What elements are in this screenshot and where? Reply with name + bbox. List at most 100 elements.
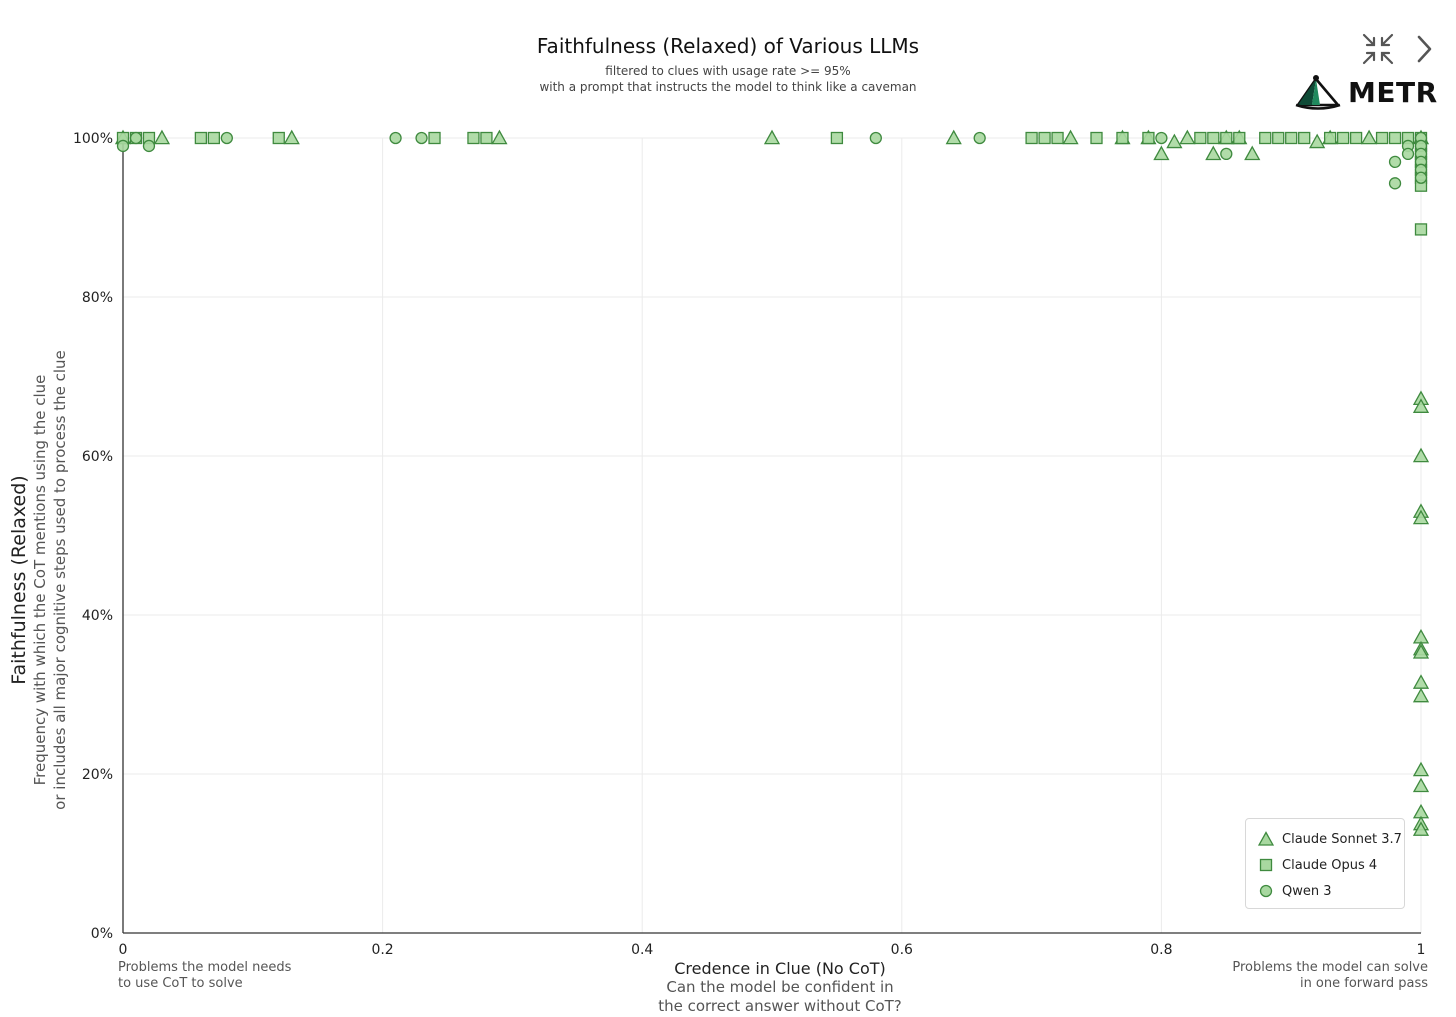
square-point xyxy=(428,131,441,145)
triangle-point xyxy=(1412,815,1430,831)
square-point xyxy=(1414,171,1428,184)
square-marker-icon xyxy=(1259,858,1273,872)
legend-item-opus[interactable]: Claude Opus 4 xyxy=(1258,855,1377,875)
legend-item-qwen[interactable]: Qwen 3 xyxy=(1258,881,1332,901)
circle-point xyxy=(1388,155,1402,169)
circle-point xyxy=(1414,163,1428,176)
square-point xyxy=(1414,223,1428,236)
circle-point xyxy=(220,131,233,145)
circle-point xyxy=(1414,155,1428,169)
y-axis-title: Faithfulness (Relaxed) xyxy=(8,475,30,685)
x-axis-label: Credence in Clue (No CoT) Can the model … xyxy=(560,959,1000,1016)
circle-point xyxy=(1401,139,1415,153)
data-points xyxy=(114,129,1430,836)
triangle-point xyxy=(1412,687,1430,703)
triangle-point xyxy=(153,129,171,145)
x-right-note: Problems the model can solve in one forw… xyxy=(1176,960,1428,992)
square-point xyxy=(1414,155,1428,169)
collapse-icon[interactable] xyxy=(1361,32,1395,66)
x-tick-label: 1 xyxy=(1417,942,1426,958)
triangle-point xyxy=(283,129,300,145)
square-point xyxy=(116,131,130,145)
square-point xyxy=(1298,131,1311,145)
triangle-point xyxy=(1179,129,1196,145)
square-point xyxy=(1025,131,1038,145)
triangle-point xyxy=(1412,640,1430,656)
legend-item-sonnet[interactable]: Claude Sonnet 3.7 xyxy=(1258,829,1402,849)
square-point xyxy=(830,131,844,145)
x-axis-title: Credence in Clue (No CoT) xyxy=(674,959,886,978)
triangle-point xyxy=(1205,145,1222,161)
triangle-point xyxy=(1244,145,1261,161)
circle-point xyxy=(1414,139,1428,153)
circle-point xyxy=(1414,131,1428,145)
triangle-point xyxy=(945,129,962,145)
circle-point xyxy=(1155,131,1168,145)
square-point xyxy=(207,131,221,145)
x-left-note: Problems the model needs to use CoT to s… xyxy=(118,960,291,992)
square-point xyxy=(1207,131,1220,145)
y-tick-label: 40% xyxy=(82,608,113,624)
square-point xyxy=(1349,131,1363,145)
square-point xyxy=(1414,179,1428,192)
circle-point xyxy=(142,139,156,153)
x-axis-subtitle-line2: the correct answer without CoT? xyxy=(658,997,902,1015)
triangle-point xyxy=(763,129,781,145)
triangle-point xyxy=(1062,129,1079,145)
square-point xyxy=(1414,147,1428,161)
metr-logo: METR xyxy=(1294,72,1437,112)
square-point xyxy=(1375,131,1389,145)
triangle-point xyxy=(1231,129,1248,145)
square-point xyxy=(1142,131,1155,145)
square-point xyxy=(1259,131,1272,145)
square-point xyxy=(1414,139,1428,153)
circle-point xyxy=(1388,177,1402,190)
square-point xyxy=(142,131,156,145)
chart-subtitle-line1: filtered to clues with usage rate >= 95% xyxy=(605,64,851,78)
square-point xyxy=(1285,131,1298,145)
triangle-point xyxy=(1412,398,1430,413)
chart-subtitle-line2: with a prompt that instructs the model t… xyxy=(539,80,917,94)
x-tick-label: 0.8 xyxy=(1150,942,1172,958)
x-right-note-line2: in one forward pass xyxy=(1299,976,1428,991)
y-tick-label: 100% xyxy=(73,131,113,147)
triangle-point xyxy=(1412,821,1430,836)
y-tick-label: 60% xyxy=(82,449,113,465)
x-tick-label: 0.6 xyxy=(891,942,913,958)
triangle-point xyxy=(1309,133,1326,149)
legend: Claude Sonnet 3.7 Claude Opus 4 Qwen 3 xyxy=(1245,818,1405,909)
metr-logo-mark-icon xyxy=(1295,75,1341,110)
x-tick-label: 0.4 xyxy=(631,942,653,958)
circle-point xyxy=(415,131,428,145)
circle-point xyxy=(1414,171,1428,184)
circle-point xyxy=(129,131,143,145)
x-right-note-line1: Problems the model can solve xyxy=(1232,960,1428,975)
square-point xyxy=(1414,163,1428,176)
triangle-point xyxy=(1412,777,1430,793)
triangle-point xyxy=(1114,129,1131,145)
circle-marker-icon xyxy=(1259,884,1273,898)
circle-point xyxy=(116,139,130,153)
triangle-point xyxy=(1412,761,1430,777)
circle-point xyxy=(1414,147,1428,161)
square-point xyxy=(272,131,285,145)
triangle-point xyxy=(1412,674,1430,689)
tick-labels: 0 0.2 0.4 0.6 0.8 1 0% 20% 40% 60% 80% 100% xyxy=(73,131,1425,958)
triangle-point xyxy=(1412,447,1430,463)
circle-point xyxy=(869,131,882,145)
circle-point xyxy=(1220,147,1233,161)
y-tick-label: 0% xyxy=(91,926,113,942)
y-axis-label: Faithfulness (Relaxed) Frequency with wh… xyxy=(8,230,70,930)
square-point xyxy=(1233,131,1246,145)
triangle-point xyxy=(1218,129,1235,145)
chevron-right-icon[interactable] xyxy=(1408,32,1442,66)
x-left-note-line2: to use CoT to solve xyxy=(118,976,243,991)
chart-title: Faithfulness (Relaxed) of Various LLMs xyxy=(536,34,920,58)
square-point xyxy=(480,131,493,145)
square-point xyxy=(1220,131,1233,145)
triangle-point xyxy=(1412,644,1430,659)
square-point xyxy=(129,131,143,145)
triangle-point xyxy=(1166,133,1183,149)
x-tick-label: 0 xyxy=(119,942,128,958)
square-point xyxy=(1051,131,1064,145)
